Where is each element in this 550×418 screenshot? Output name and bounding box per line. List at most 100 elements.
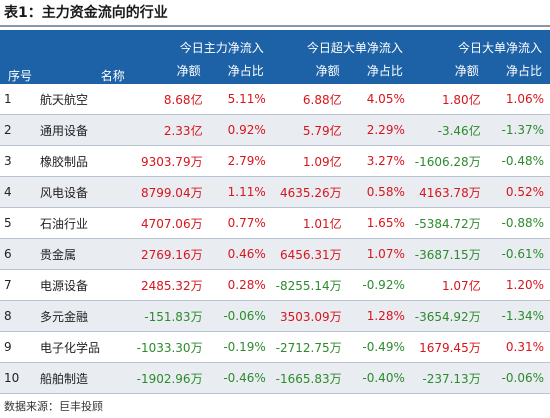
main-ratio: -0.06% (208, 300, 272, 332)
large-ratio: 0.52% (486, 176, 550, 208)
main-amount: 9303.79万 (132, 145, 209, 177)
row-index: 4 (0, 176, 41, 208)
table-header: 序号 名称 今日主力净流入 今日超大单净流入 今日大单净流入 净额 净占比 净额… (0, 30, 550, 84)
super-amount: 4635.26万 (271, 176, 348, 208)
header-main-ratio: 净占比 (208, 56, 272, 84)
main-ratio: -0.46% (208, 362, 272, 394)
large-ratio: 1.20% (486, 269, 550, 301)
super-amount: 6456.31万 (271, 238, 348, 270)
row-index: 5 (0, 207, 41, 239)
main-ratio: 2.79% (208, 145, 272, 177)
super-ratio: 3.27% (347, 145, 411, 177)
industry-name: 船舶制造 (40, 362, 133, 394)
industry-name: 多元金融 (40, 300, 133, 332)
table-title: 表1：主力资金流向的行业 (4, 5, 168, 21)
large-ratio: -1.34% (486, 300, 550, 332)
super-ratio: -0.92% (347, 269, 411, 301)
super-ratio: 2.29% (347, 114, 411, 146)
main-amount: 8.68亿 (132, 84, 209, 115)
table-body: 1 航天航空 8.68亿 5.11% 6.88亿 4.05% 1.80亿 1.0… (0, 84, 550, 394)
table-row: 3 橡胶制品 9303.79万 2.79% 1.09亿 3.27% -1606.… (0, 145, 550, 177)
data-source-note: 数据来源：巨丰投顾 (4, 400, 103, 413)
main-amount: -1033.30万 (132, 331, 209, 363)
row-index: 2 (0, 114, 41, 146)
header-sub-row: 净额 净占比 净额 净占比 净额 净占比 (0, 56, 550, 84)
header-group-large-inflow: 今日大单净流入 (410, 30, 550, 56)
large-amount: 1679.45万 (410, 331, 487, 363)
main-ratio: 5.11% (208, 84, 272, 115)
super-ratio: 1.07% (347, 238, 411, 270)
large-amount: 1.80亿 (410, 84, 487, 115)
super-ratio: 0.58% (347, 176, 411, 208)
super-amount: -1665.83万 (271, 362, 348, 394)
super-ratio: 4.05% (347, 84, 411, 115)
large-ratio: -0.06% (486, 362, 550, 394)
super-ratio: -0.49% (347, 331, 411, 363)
large-amount: -1606.28万 (410, 145, 487, 177)
row-index: 3 (0, 145, 41, 177)
title-divider (0, 25, 550, 27)
header-super-ratio: 净占比 (347, 56, 411, 84)
large-ratio: 0.31% (486, 331, 550, 363)
main-amount: -151.83万 (132, 300, 209, 332)
table-row: 7 电源设备 2485.32万 0.28% -8255.14万 -0.92% 1… (0, 269, 550, 301)
main-ratio: 0.77% (208, 207, 272, 239)
industry-name: 橡胶制品 (40, 145, 133, 177)
row-index: 8 (0, 300, 41, 332)
super-ratio: 1.65% (347, 207, 411, 239)
table-row: 8 多元金融 -151.83万 -0.06% 3503.09万 1.28% -3… (0, 300, 550, 332)
super-amount: 3503.09万 (271, 300, 348, 332)
super-amount: 6.88亿 (271, 84, 348, 115)
large-amount: -3654.92万 (410, 300, 487, 332)
industry-name: 石油行业 (40, 207, 133, 239)
header-name: 名称 (40, 30, 133, 84)
super-amount: -2712.75万 (271, 331, 348, 363)
row-index: 9 (0, 331, 41, 363)
main-amount: 2769.16万 (132, 238, 209, 270)
table-row: 5 石油行业 4707.06万 0.77% 1.01亿 1.65% -5384.… (0, 207, 550, 239)
super-amount: 1.01亿 (271, 207, 348, 239)
large-ratio: -0.61% (486, 238, 550, 270)
main-ratio: 0.28% (208, 269, 272, 301)
main-amount: 2.33亿 (132, 114, 209, 146)
large-amount: -3687.15万 (410, 238, 487, 270)
table-row: 10 船舶制造 -1902.96万 -0.46% -1665.83万 -0.40… (0, 362, 550, 394)
main-ratio: 1.11% (208, 176, 272, 208)
main-amount: 8799.04万 (132, 176, 209, 208)
header-large-ratio: 净占比 (486, 56, 550, 84)
header-group-row: 序号 名称 今日主力净流入 今日超大单净流入 今日大单净流入 (0, 30, 550, 84)
large-ratio: -1.37% (486, 114, 550, 146)
header-main-amount: 净额 (132, 56, 209, 84)
main-amount: -1902.96万 (132, 362, 209, 394)
large-ratio: -0.48% (486, 145, 550, 177)
main-ratio: -0.19% (208, 331, 272, 363)
header-large-amount: 净额 (410, 56, 487, 84)
header-super-amount: 净额 (271, 56, 348, 84)
table-row: 2 通用设备 2.33亿 0.92% 5.79亿 2.29% -3.46亿 -1… (0, 114, 550, 146)
super-amount: 1.09亿 (271, 145, 348, 177)
industry-name: 风电设备 (40, 176, 133, 208)
main-ratio: 0.46% (208, 238, 272, 270)
row-index: 1 (0, 84, 41, 115)
large-amount: 4163.78万 (410, 176, 487, 208)
header-group-main-inflow: 今日主力净流入 (132, 30, 272, 56)
main-amount: 4707.06万 (132, 207, 209, 239)
table-row: 6 贵金属 2769.16万 0.46% 6456.31万 1.07% -368… (0, 238, 550, 270)
row-index: 10 (0, 362, 41, 394)
super-ratio: -0.40% (347, 362, 411, 394)
super-amount: 5.79亿 (271, 114, 348, 146)
row-index: 7 (0, 269, 41, 301)
large-amount: 1.07亿 (410, 269, 487, 301)
industry-fund-flow-table: 序号 名称 今日主力净流入 今日超大单净流入 今日大单净流入 净额 净占比 净额… (0, 30, 550, 394)
large-amount: -3.46亿 (410, 114, 487, 146)
header-index: 序号 (0, 30, 41, 84)
industry-name: 通用设备 (40, 114, 133, 146)
table-row: 1 航天航空 8.68亿 5.11% 6.88亿 4.05% 1.80亿 1.0… (0, 84, 550, 115)
super-ratio: 1.28% (347, 300, 411, 332)
large-amount: -237.13万 (410, 362, 487, 394)
industry-name: 航天航空 (40, 84, 133, 115)
table-row: 4 风电设备 8799.04万 1.11% 4635.26万 0.58% 416… (0, 176, 550, 208)
industry-name: 贵金属 (40, 238, 133, 270)
super-amount: -8255.14万 (271, 269, 348, 301)
main-amount: 2485.32万 (132, 269, 209, 301)
